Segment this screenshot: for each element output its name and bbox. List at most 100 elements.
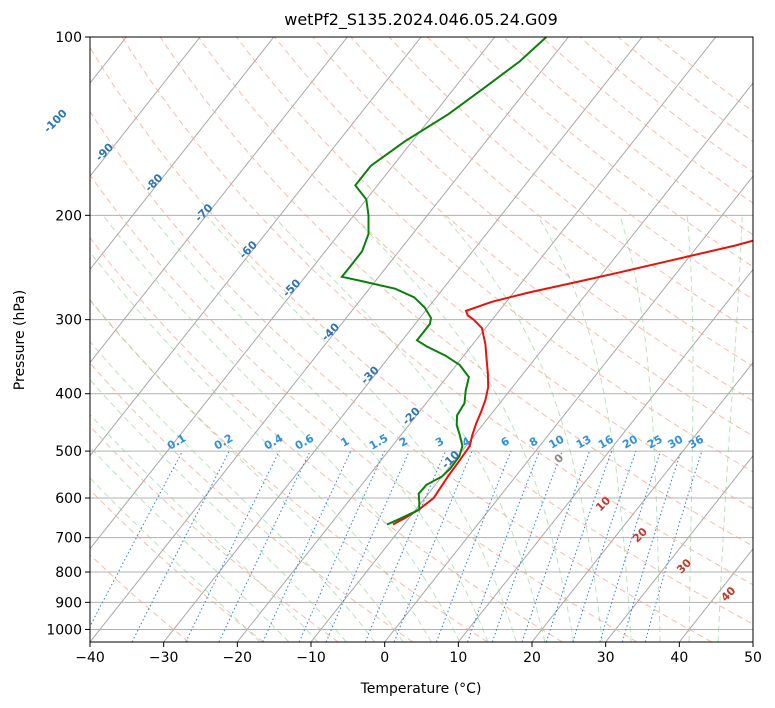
mixing-ratio-line [298, 450, 385, 642]
mixing-ratio-label: 6 [499, 434, 512, 449]
x-tick-label: −10 [296, 650, 326, 666]
y-tick-label: 200 [55, 208, 82, 224]
dry-adiabat-line [90, 362, 414, 642]
mixing-ratio-line [521, 450, 590, 642]
moist-adiabat-label: 30 [674, 556, 694, 576]
x-tick-label: 40 [670, 650, 688, 666]
mixing-ratio-label: 10 [547, 432, 567, 451]
mixing-ratio-line [185, 450, 280, 642]
y-axis-label: Pressure (hPa) [12, 290, 28, 390]
dry-adiabat-line [90, 110, 712, 642]
dry-adiabat-line [617, 37, 753, 143]
moist-adiabat-line [686, 215, 694, 642]
x-axis-label: Temperature (°C) [360, 681, 482, 697]
x-tick-label: 20 [523, 650, 541, 666]
moist-adiabat-line [90, 298, 404, 642]
moist-adiabat-label: 20 [630, 525, 650, 545]
dry-adiabat-line [274, 37, 753, 437]
mixing-ratio-line [364, 450, 446, 642]
mixing-ratio-label: 0.6 [293, 431, 317, 452]
isotherm-line [384, 175, 753, 642]
mixing-ratio-label: 2 [397, 435, 410, 450]
mixing-ratio-label: 1.5 [367, 432, 390, 453]
x-tick-label: −20 [223, 650, 253, 666]
moist-adiabat-label: 40 [718, 584, 738, 604]
mixing-ratio-label: 36 [686, 432, 706, 451]
moist-adiabat-line [351, 214, 575, 642]
moist-adiabat-line [90, 477, 261, 642]
dry-adiabat-line [655, 37, 753, 113]
dry-adiabat-line [159, 37, 753, 547]
mixing-ratio-line [325, 450, 410, 642]
y-tick-label: 800 [55, 565, 82, 581]
y-tick-label: 1000 [46, 622, 82, 638]
dry-adiabat-line [579, 37, 753, 173]
dry-adiabat-line [197, 37, 753, 510]
x-tick-label: 0 [380, 650, 389, 666]
axis-ticks: −40 −30 −20 −10 0 10 20 30 40 5010020030040050060… [46, 30, 762, 666]
isotherm-label: -100 [41, 107, 70, 136]
mixing-ratio-line [90, 450, 183, 628]
mixing-ratio-label: 0.4 [262, 431, 286, 452]
dry-adiabat-line [90, 46, 753, 625]
isotherm-label: -80 [142, 171, 165, 194]
moist-adiabat-line [90, 251, 432, 642]
mixing-ratio-label: 3 [433, 435, 446, 450]
dry-adiabat-line [90, 489, 264, 642]
mixing-ratio-line [644, 450, 703, 642]
dry-adiabat-line [236, 37, 753, 473]
isotherm-line [90, 37, 275, 271]
moist-adiabat-line [90, 446, 290, 642]
y-tick-label: 700 [55, 531, 82, 547]
dry-adiabat-line [465, 37, 753, 268]
mixing-ratio-line [491, 450, 563, 642]
x-tick-label: 30 [597, 650, 615, 666]
moist-adiabat-line [90, 341, 376, 642]
isotherm-line [90, 37, 348, 364]
temperature-profile [392, 239, 753, 526]
isotherm-label: -60 [237, 238, 260, 261]
dry-adiabat-line [90, 299, 488, 642]
moist-adiabat-line [90, 413, 319, 642]
moist-adiabat-line [149, 214, 489, 642]
moist-adiabat-line [272, 214, 546, 642]
moist-adiabat-line [536, 215, 632, 642]
y-tick-label: 600 [55, 491, 82, 507]
mixing-ratio-line [599, 450, 662, 642]
x-tick-label: −30 [149, 650, 179, 666]
dry-adiabat-line [503, 37, 753, 236]
moist-adiabat-line [102, 214, 461, 642]
dry-adiabat-line [350, 37, 753, 367]
mixing-ratio-label: 13 [574, 433, 594, 452]
x-tick-label: −40 [75, 650, 105, 666]
isotherm-label: -40 [319, 320, 342, 343]
dry-adiabat-line [388, 37, 753, 334]
x-tick-label: 50 [744, 650, 762, 666]
moist-adiabat-label: 0 [552, 451, 567, 466]
mixing-ratio-label: 1 [338, 435, 351, 450]
isotherm-label: -50 [280, 276, 303, 299]
mixing-ratio-line [435, 450, 512, 642]
mixing-ratio-line [621, 450, 682, 642]
isotherm-line [90, 37, 569, 642]
isotherm-line [457, 268, 753, 642]
isotherm-line [90, 37, 201, 178]
y-tick-label: 100 [55, 30, 82, 46]
plot-frame [89, 36, 754, 643]
isotherm-label: -90 [93, 140, 116, 163]
dry-adiabat-line [90, 553, 190, 642]
moist-adiabat-line [443, 214, 603, 642]
isotherm-label: -70 [192, 201, 215, 224]
dry-adiabat-line [90, 425, 339, 642]
mixing-ratio-line [572, 450, 637, 642]
x-tick-label: 10 [449, 650, 467, 666]
chart-title: wetPf2_S135.2024.046.05.24.G09 [284, 10, 558, 30]
mixing-ratio-label: 25 [645, 433, 665, 452]
mixing-ratio-line [467, 450, 540, 642]
mixing-ratio-line [218, 450, 311, 642]
diagram-lines [90, 37, 753, 642]
isotherm-line [236, 37, 717, 642]
y-tick-label: 300 [55, 313, 82, 329]
dry-adiabat-line [90, 236, 563, 642]
moist-adiabat-line [717, 215, 743, 642]
